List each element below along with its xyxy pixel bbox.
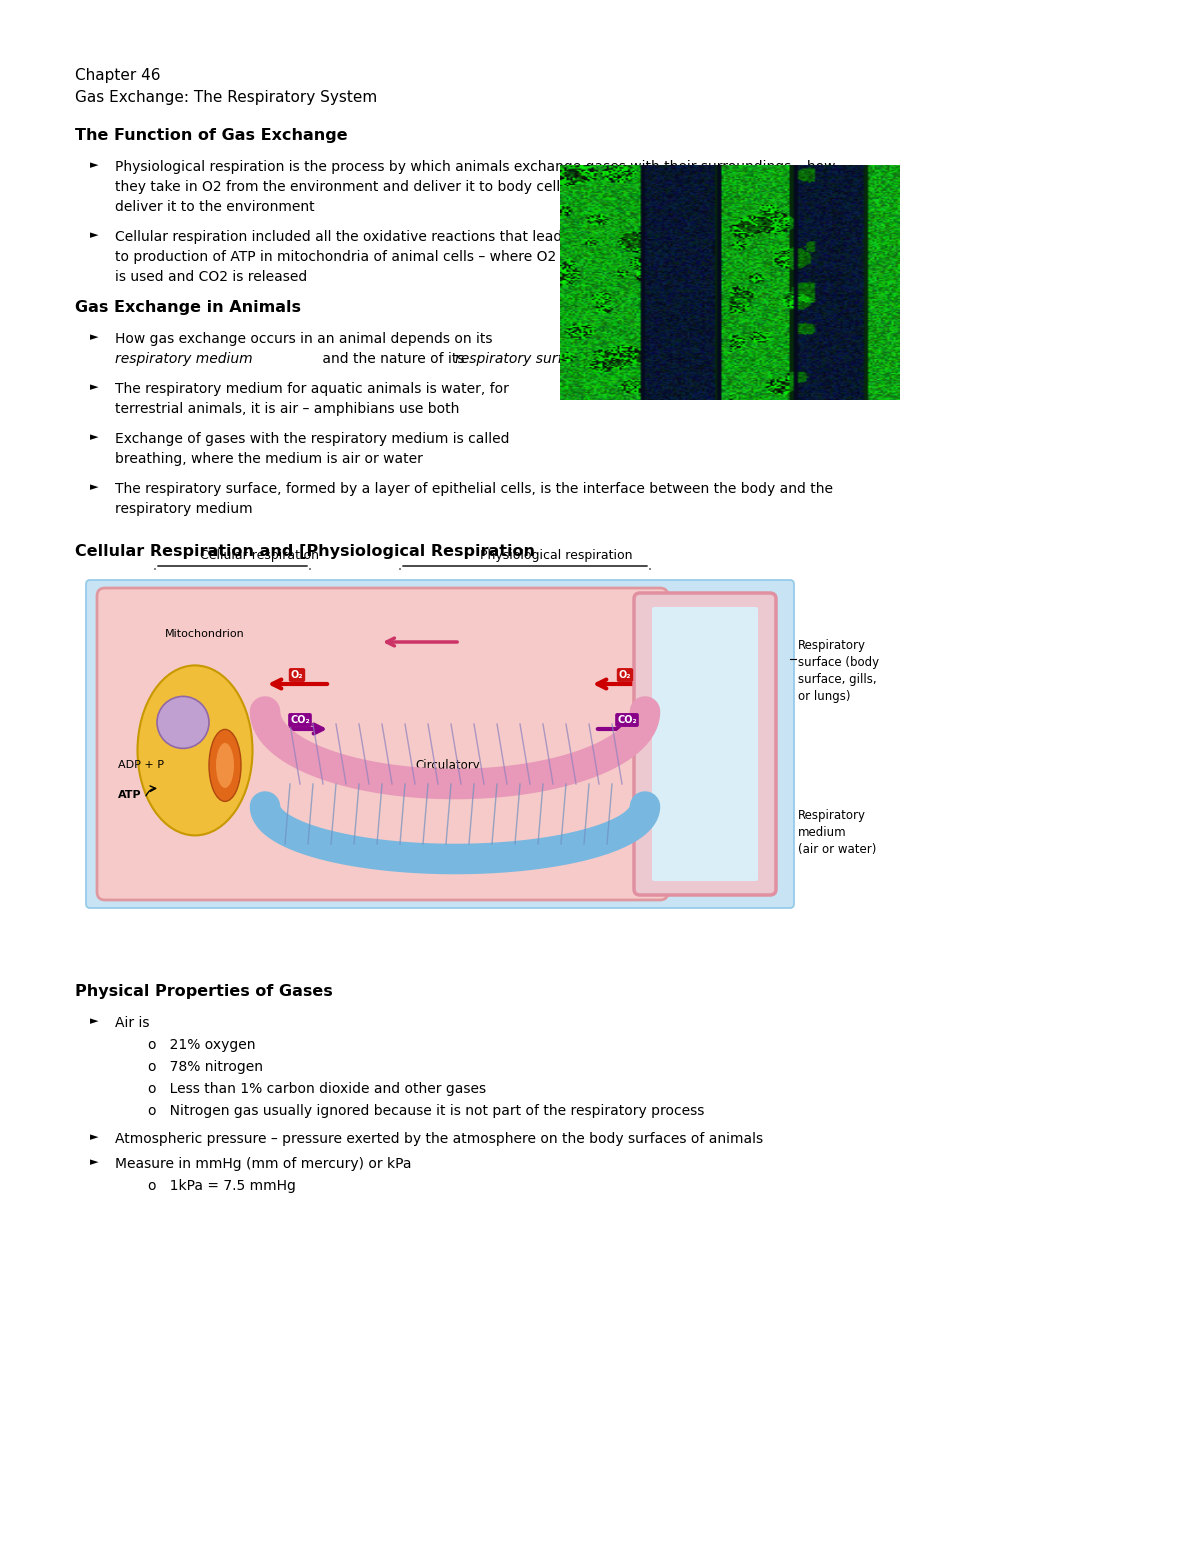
Text: Cellular respiration: Cellular respiration [200,550,319,562]
Ellipse shape [209,730,241,801]
Text: respiratory surface: respiratory surface [455,353,587,367]
Text: ►: ► [90,1132,98,1141]
Text: Physiological respiration: Physiological respiration [480,550,632,562]
Text: respiratory medium: respiratory medium [115,353,253,367]
Text: surface (body: surface (body [798,655,880,669]
FancyBboxPatch shape [86,579,794,909]
Text: How gas exchange occurs in an animal depends on its: How gas exchange occurs in an animal dep… [115,332,492,346]
Text: ►: ► [90,1016,98,1027]
Text: ►: ► [90,481,98,492]
Text: to production of ATP in mitochondria of animal cells – where O2: to production of ATP in mitochondria of … [115,250,557,264]
Text: The Function of Gas Exchange: The Function of Gas Exchange [74,127,348,143]
Text: ►: ► [90,382,98,391]
Text: o   1kPa = 7.5 mmHg: o 1kPa = 7.5 mmHg [148,1179,296,1193]
Text: Circulatory: Circulatory [415,759,480,772]
Text: O₂: O₂ [619,669,631,680]
Text: o   Nitrogen gas usually ignored because it is not part of the respiratory proce: o Nitrogen gas usually ignored because i… [148,1104,704,1118]
Ellipse shape [216,742,234,787]
Text: Cellular Respiration and [Physiological Respiration: Cellular Respiration and [Physiological … [74,544,535,559]
Text: CO₂: CO₂ [290,714,310,725]
Text: deliver it to the environment: deliver it to the environment [115,200,314,214]
Text: ►: ► [90,332,98,342]
Text: or lungs): or lungs) [798,690,851,704]
Text: Cellular respiration included all the oxidative reactions that lead: Cellular respiration included all the ox… [115,230,563,244]
Text: Respiratory: Respiratory [798,638,866,652]
Text: Chapter 46: Chapter 46 [74,68,161,82]
Text: respiratory medium: respiratory medium [115,502,253,516]
Text: ATP: ATP [118,790,142,800]
FancyBboxPatch shape [652,607,758,881]
Text: o   78% nitrogen: o 78% nitrogen [148,1061,263,1075]
Text: Gas Exchange in Animals: Gas Exchange in Animals [74,300,301,315]
Text: Mitochondrion: Mitochondrion [166,629,245,638]
Text: is used and CO2 is released: is used and CO2 is released [115,270,307,284]
Text: Atmospheric pressure – pressure exerted by the atmosphere on the body surfaces o: Atmospheric pressure – pressure exerted … [115,1132,763,1146]
Text: Physiological respiration is the process by which animals exchange gases with th: Physiological respiration is the process… [115,160,835,174]
Text: terrestrial animals, it is air – amphibians use both: terrestrial animals, it is air – amphibi… [115,402,460,416]
FancyBboxPatch shape [97,589,668,901]
Text: o   21% oxygen: o 21% oxygen [148,1037,256,1051]
FancyBboxPatch shape [634,593,776,895]
Text: Exchange of gases with the respiratory medium is called: Exchange of gases with the respiratory m… [115,432,510,446]
Circle shape [157,696,209,749]
Text: ►: ► [90,432,98,443]
Text: ►: ► [90,1157,98,1166]
Text: The respiratory medium for aquatic animals is water, for: The respiratory medium for aquatic anima… [115,382,509,396]
Text: (air or water): (air or water) [798,843,876,856]
Text: Physical Properties of Gases: Physical Properties of Gases [74,985,332,999]
Text: ADP + P: ADP + P [118,761,164,770]
Text: o   Less than 1% carbon dioxide and other gases: o Less than 1% carbon dioxide and other … [148,1082,486,1096]
Text: Respiratory: Respiratory [798,809,866,822]
Text: Air is: Air is [115,1016,150,1030]
Text: ►: ► [90,160,98,169]
Text: they take in O2 from the environment and deliver it to body cells, and remove CO: they take in O2 from the environment and… [115,180,835,194]
Text: and the nature of its: and the nature of its [318,353,469,367]
Text: ►: ► [90,230,98,241]
Text: Gas Exchange: The Respiratory System: Gas Exchange: The Respiratory System [74,90,377,106]
Text: system: system [415,776,457,790]
Text: CO₂: CO₂ [617,714,637,725]
Ellipse shape [138,665,252,836]
Text: breathing, where the medium is air or water: breathing, where the medium is air or wa… [115,452,422,466]
Text: surface, gills,: surface, gills, [798,672,877,686]
Text: medium: medium [798,826,847,839]
Text: Measure in mmHg (mm of mercury) or kPa: Measure in mmHg (mm of mercury) or kPa [115,1157,412,1171]
Text: O₂: O₂ [290,669,304,680]
Text: The respiratory surface, formed by a layer of epithelial cells, is the interface: The respiratory surface, formed by a lay… [115,481,833,495]
